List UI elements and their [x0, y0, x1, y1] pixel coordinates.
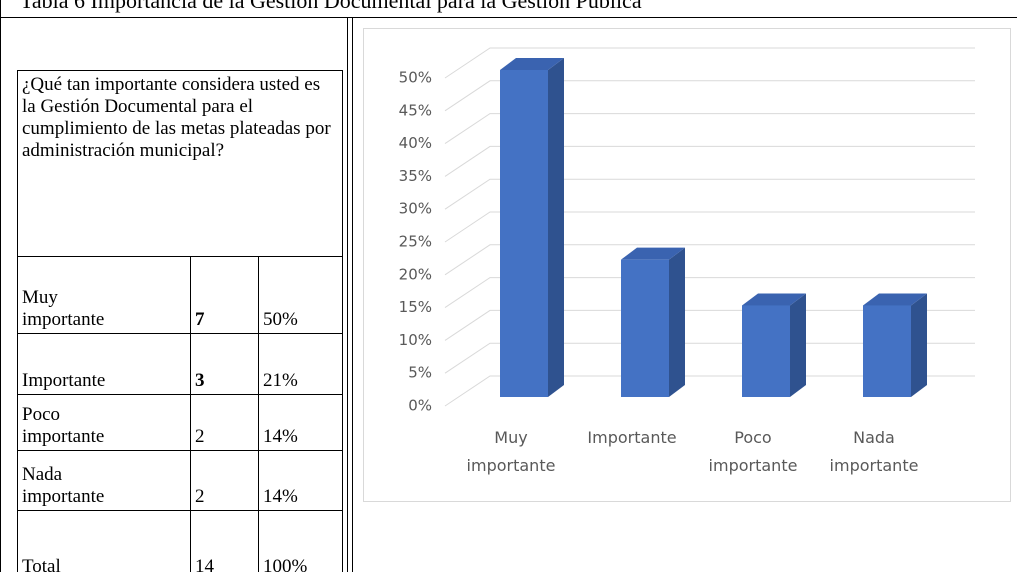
bar — [500, 58, 564, 397]
table-row: Muy importante 7 50% — [17, 256, 343, 334]
bar-top — [500, 58, 564, 70]
y-tick-label: 5% — [408, 364, 432, 382]
y-tick-label: 20% — [399, 265, 432, 283]
table-row: Poco importante 2 14% — [17, 394, 343, 451]
cell-text: Muy importante — [22, 287, 105, 330]
table-row: Nada importante 2 14% — [17, 450, 343, 511]
bar-side — [790, 293, 806, 397]
cell-text: 100% — [263, 556, 308, 572]
frame-line — [0, 0, 1, 572]
cell-text: 3 — [195, 370, 205, 391]
table-cell: 7 — [190, 256, 259, 334]
table-cell: 2 — [190, 394, 259, 451]
grid-line — [444, 342, 975, 374]
table-header: ¿Qué tan importante considera usted es l… — [17, 70, 343, 257]
cell-text: Total — [22, 556, 61, 572]
frame-line — [347, 17, 348, 572]
x-tick-label: Muy importante — [466, 428, 556, 475]
grid-line — [444, 178, 975, 210]
bar-front — [742, 305, 790, 397]
table-cell: Muy importante — [17, 256, 191, 334]
x-tick-label: Nada importante — [829, 428, 919, 475]
y-tick-label: 35% — [399, 167, 432, 185]
cell-text: Importante — [22, 370, 106, 391]
cell-text: 7 — [195, 309, 205, 330]
y-tick-label: 25% — [399, 233, 432, 251]
bar-front — [500, 70, 548, 397]
grid-line — [444, 244, 975, 276]
frame-line — [0, 17, 1017, 18]
table-cell: 14% — [258, 394, 343, 451]
bar-side — [669, 247, 685, 397]
table-cell: 21% — [258, 333, 343, 395]
table-cell: 100% — [258, 510, 343, 572]
grid-line — [444, 211, 975, 243]
y-tick-label: 15% — [399, 298, 432, 316]
cell-text: Poco importante — [22, 404, 105, 447]
bar — [621, 247, 685, 397]
bar-top — [742, 293, 806, 306]
y-tick-label: 45% — [399, 101, 432, 119]
cell-text: 2 — [195, 486, 205, 507]
y-tick-label: 0% — [408, 397, 432, 415]
cell-text: 2 — [195, 426, 205, 447]
chart-area — [363, 28, 1011, 502]
table-cell: 14% — [258, 450, 343, 511]
grid-line — [444, 80, 975, 112]
table: ¿Qué tan importante considera usted es l… — [17, 70, 343, 572]
cell-text: 21% — [263, 370, 298, 391]
grid-line — [444, 309, 975, 341]
y-tick-label: 10% — [399, 331, 432, 349]
cell-text: 14 — [195, 556, 214, 572]
cell-text: 14% — [263, 486, 298, 507]
cell-text: Nada importante — [22, 464, 105, 507]
x-tick-label: Importante — [587, 428, 677, 447]
y-tick-label: 50% — [399, 69, 432, 87]
table-cell: 2 — [190, 450, 259, 511]
bar — [742, 293, 806, 397]
grid-line — [444, 375, 975, 407]
bar-side — [911, 293, 927, 397]
bar-top — [863, 293, 927, 306]
y-tick-label: 40% — [399, 134, 432, 152]
x-tick-label: Poco importante — [708, 428, 798, 475]
table-cell: Importante — [17, 333, 191, 395]
cell-text: 50% — [263, 309, 298, 330]
grid-line — [444, 47, 975, 79]
frame-line — [352, 17, 353, 572]
table-cell: Total — [17, 510, 191, 572]
grid-line — [444, 113, 975, 145]
cell-text: 14% — [263, 426, 298, 447]
y-tick-label: 30% — [399, 200, 432, 218]
table-body: ¿Qué tan importante considera usted es l… — [17, 70, 343, 572]
bar-side — [548, 58, 564, 397]
bar-top — [621, 247, 685, 260]
bar-front — [621, 259, 669, 397]
table-row: Importante 3 21% — [17, 333, 343, 395]
table-row: Total 14 100% — [17, 510, 343, 572]
table-cell: 50% — [258, 256, 343, 334]
title: Tabla 6 Importancia de la Gestión Docume… — [20, 0, 642, 13]
bar — [863, 293, 927, 397]
grid-line — [444, 145, 975, 177]
bar-front — [863, 305, 911, 397]
table-cell: Poco importante — [17, 394, 191, 451]
grid-line — [444, 277, 975, 309]
